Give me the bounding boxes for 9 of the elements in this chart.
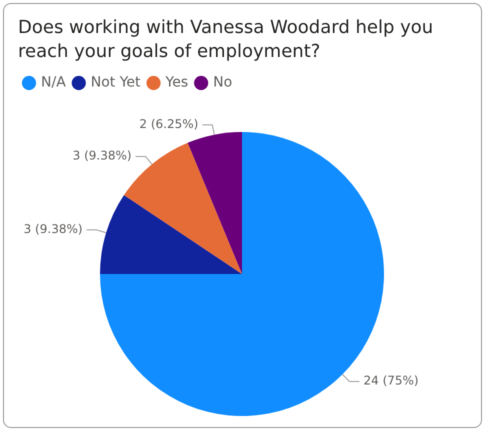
legend-label: No — [213, 74, 232, 91]
data-label: 24 (75%) — [363, 374, 419, 388]
legend-label: Not Yet — [90, 74, 142, 91]
legend-label: Yes — [164, 74, 188, 91]
data-label: 3 (9.38%) — [72, 148, 132, 163]
chart-title: Does working with Vanessa Woodard help you reach your goals of employment? — [18, 16, 434, 64]
legend-label: N/A — [41, 74, 66, 91]
data-label: 3 (9.38%) — [24, 222, 83, 236]
data-label: 2 (6.25%) — [139, 117, 198, 132]
